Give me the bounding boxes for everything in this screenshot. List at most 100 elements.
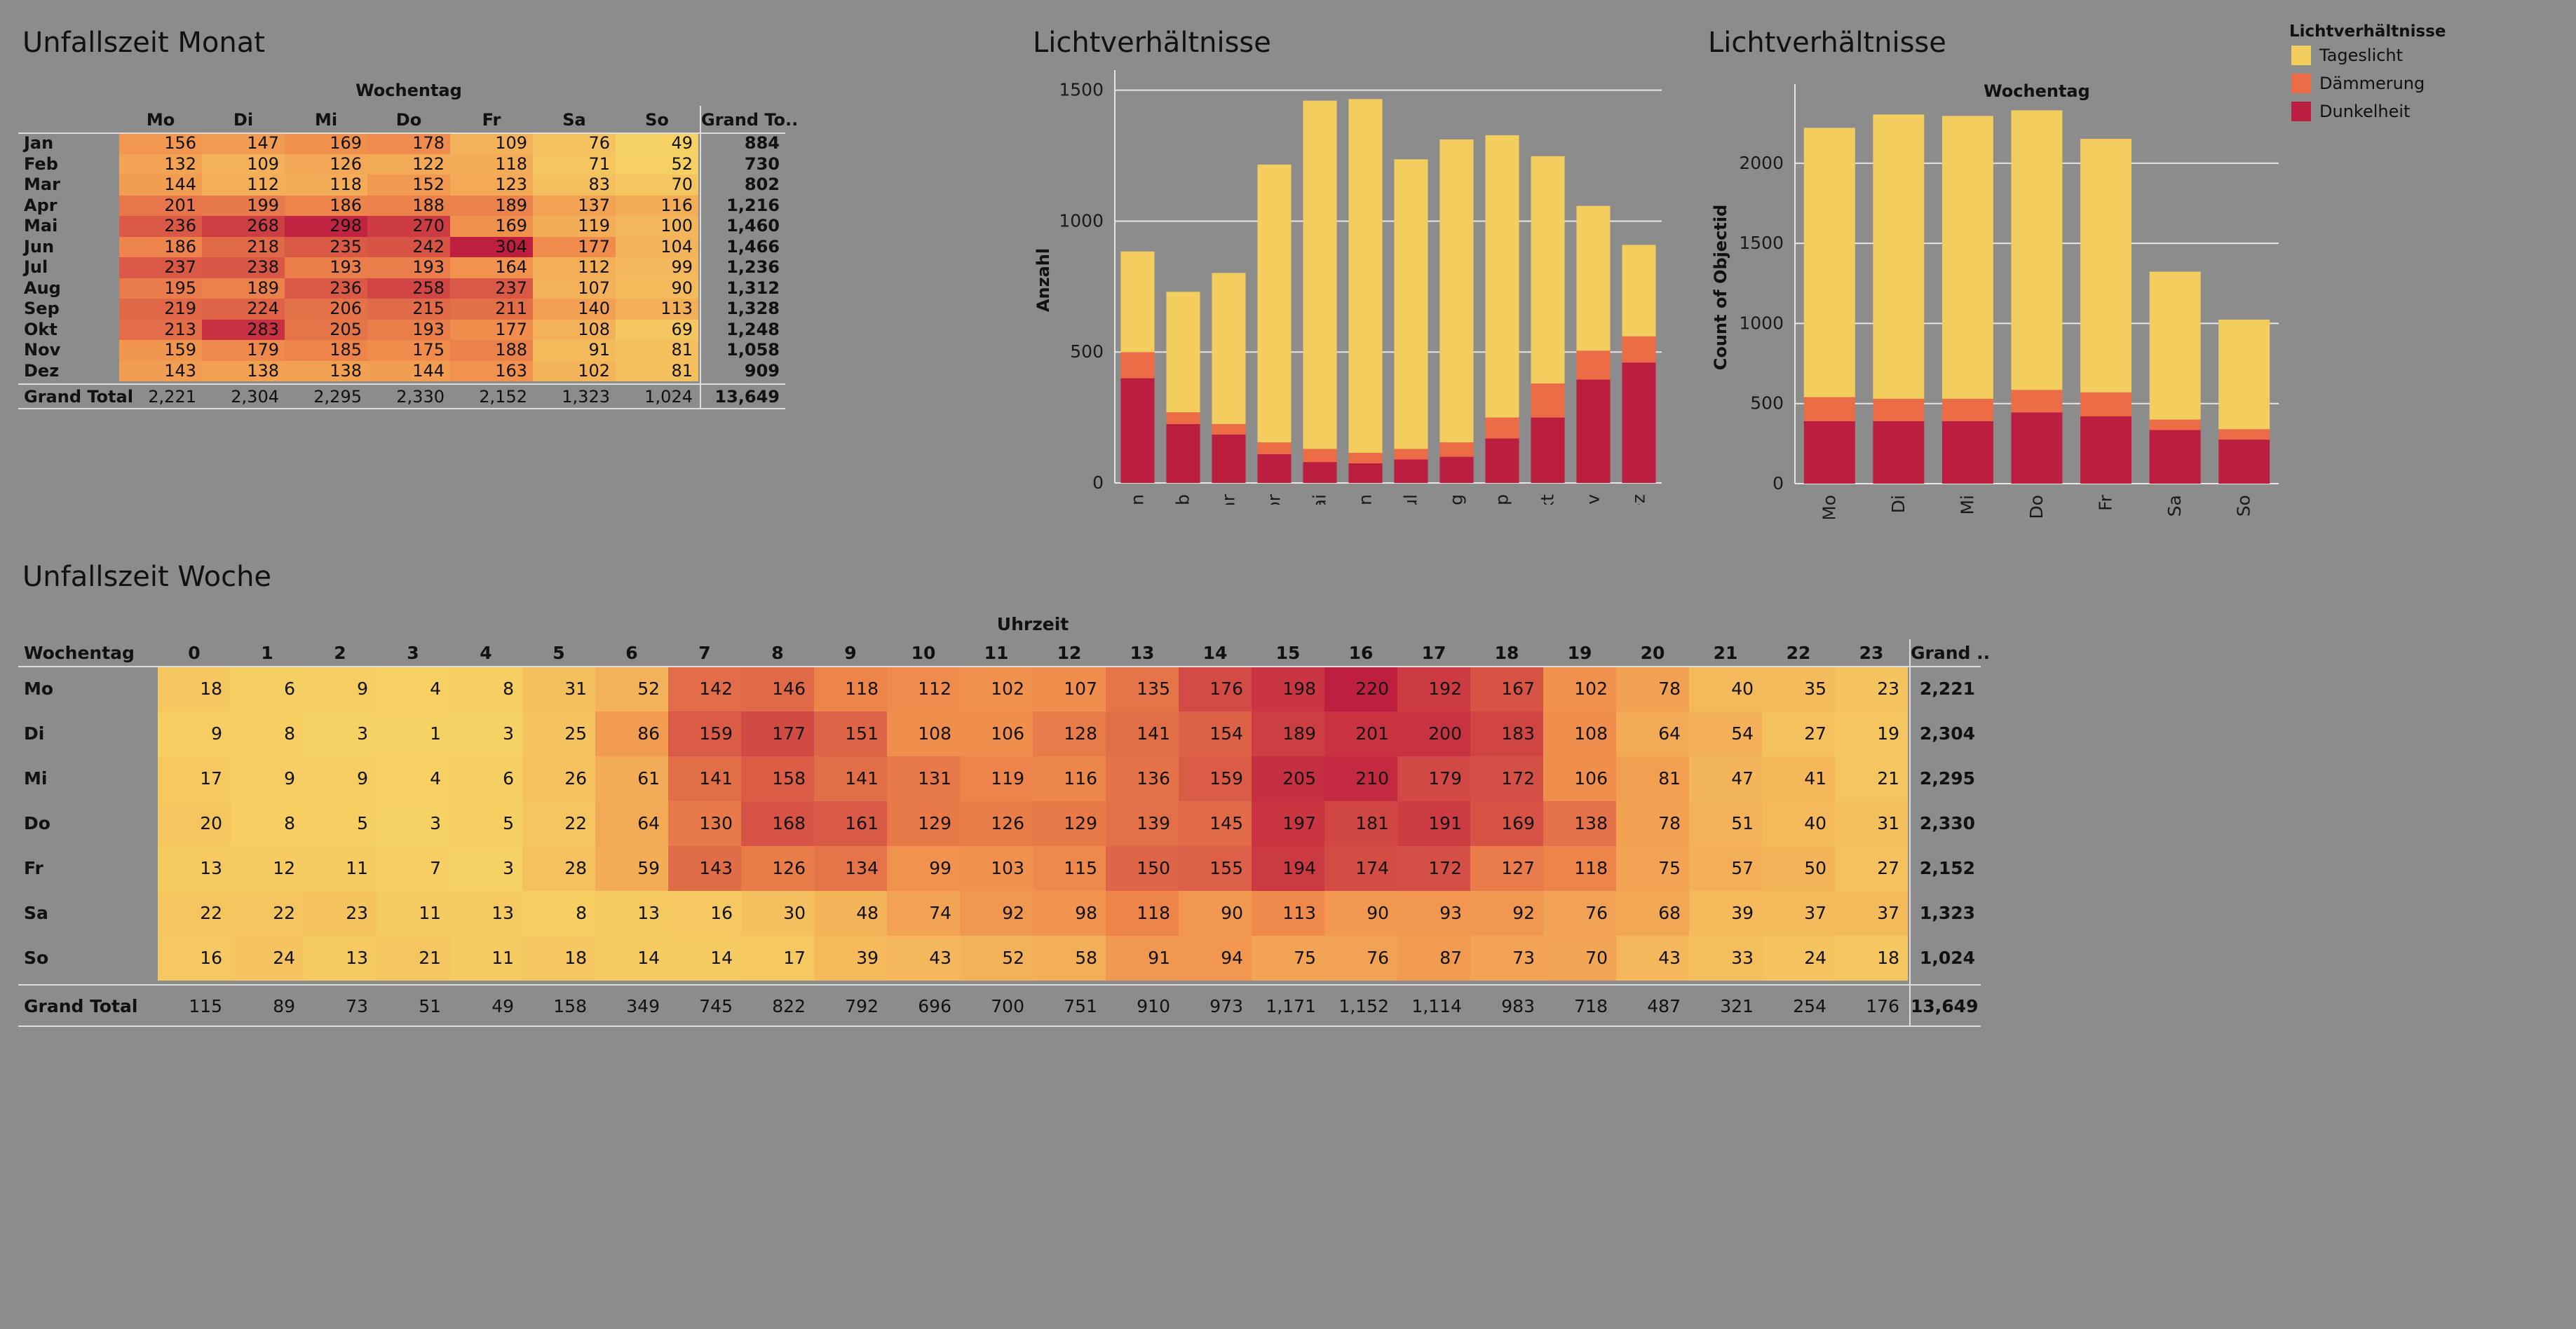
heatmap-cell: 200	[1397, 711, 1470, 756]
heatmap-cell: 4	[377, 667, 449, 711]
column-header-title: Wochentag	[355, 81, 462, 100]
heatmap-cell: 94	[1179, 936, 1252, 981]
x-tick-label: Jun	[1355, 494, 1376, 505]
y-tick-label: 1000	[1739, 313, 1784, 333]
heatmap-cell: 30	[741, 891, 814, 936]
bar-segment-dunkelheit	[1348, 463, 1383, 483]
bar-segment-dunkelheit	[1394, 459, 1428, 483]
heatmap-cell: 17	[741, 936, 814, 981]
heatmap-cell: 27	[1835, 846, 1908, 891]
heatmap-cell: 118	[814, 667, 887, 711]
bar-segment-dunkelheit	[1531, 417, 1565, 483]
heatmap-cell: 169	[450, 216, 533, 237]
column-header: 13	[1130, 643, 1155, 663]
heatmap-cell: 144	[367, 360, 450, 381]
heatmap-cell: 76	[1324, 936, 1397, 981]
heatmap-cell: 141	[1106, 711, 1179, 756]
heatmap-cell: 116	[616, 195, 698, 216]
y-tick-label: 1000	[1059, 210, 1104, 231]
y-tick-label: 0	[1092, 472, 1104, 493]
column-total: 2,330	[396, 387, 445, 407]
heatmap-cell: 215	[367, 299, 450, 320]
bar-segment-dämmerung	[1622, 336, 1656, 363]
y-tick-label: 500	[1070, 341, 1104, 362]
heatmap-cell: 52	[616, 154, 698, 175]
heatmap-cell: 14	[668, 936, 741, 981]
x-tick-label: Mo	[1819, 495, 1839, 519]
heatmap-cell: 24	[231, 936, 304, 981]
heatmap-cell: 47	[1689, 756, 1762, 801]
bar-segment-dämmerung	[1257, 442, 1292, 454]
heatmap-cell: 150	[1106, 846, 1179, 891]
heatmap-cell: 127	[1470, 846, 1543, 891]
heatmap-cell: 21	[1835, 756, 1908, 801]
x-tick-label: Sa	[2164, 495, 2185, 517]
heatmap-cell: 145	[1179, 801, 1252, 846]
x-tick-label: Okt	[1538, 494, 1558, 505]
heatmap-cell: 118	[1543, 846, 1616, 891]
licht-weekday-title: Lichtverhältnisse	[1708, 27, 1946, 59]
row-label: So	[24, 948, 49, 968]
heatmap-cell: 52	[960, 936, 1033, 981]
heatmap-cell: 13	[304, 936, 377, 981]
heatmap-cell: 52	[595, 667, 668, 711]
y-tick-label: 1500	[1059, 80, 1104, 100]
heatmap-cell: 57	[1689, 846, 1762, 891]
column-header-title: Uhrzeit	[996, 614, 1069, 634]
bar-segment-tageslicht	[2218, 319, 2270, 430]
heatmap-cell: 91	[1106, 936, 1179, 981]
heatmap-cell: 115	[1033, 846, 1106, 891]
heatmap-cell: 100	[616, 216, 698, 237]
heatmap-cell: 22	[231, 891, 304, 936]
heatmap-cell: 181	[1324, 801, 1397, 846]
x-tick-label: Mi	[1957, 495, 1977, 515]
heatmap-cell: 64	[595, 801, 668, 846]
legend-item-daemmerung[interactable]: Dämmerung	[2291, 71, 2425, 95]
y-tick-label: 1500	[1739, 233, 1784, 253]
heatmap-cell: 178	[367, 133, 450, 154]
heatmap-cell: 142	[668, 667, 741, 711]
heatmap-cell: 69	[616, 319, 698, 340]
heatmap-cell: 205	[1252, 756, 1324, 801]
heatmap-cell: 6	[449, 756, 522, 801]
bar-segment-tageslicht	[1303, 100, 1337, 449]
heatmap-cell: 193	[285, 257, 367, 278]
heatmap-cell: 102	[533, 360, 616, 381]
column-total: 89	[273, 996, 295, 1016]
heatmap-cell: 126	[741, 846, 814, 891]
heatmap-cell: 163	[450, 360, 533, 381]
heatmap-cell: 175	[367, 340, 450, 361]
heatmap-cell: 146	[741, 667, 814, 711]
bar-segment-tageslicht	[1531, 156, 1565, 384]
y-tick-label: 2000	[1739, 153, 1784, 173]
bar-segment-dunkelheit	[1576, 379, 1611, 483]
column-header: 7	[698, 643, 711, 663]
legend-item-dunkelheit[interactable]: Dunkelheit	[2291, 100, 2410, 123]
heatmap-cell: 11	[304, 846, 377, 891]
heatmap-cell: 51	[1689, 801, 1762, 846]
legend-swatch-dunkelheit	[2291, 102, 2311, 121]
column-total: 1,024	[644, 387, 693, 407]
heatmap-cell: 108	[887, 711, 960, 756]
heatmap-cell: 152	[367, 175, 450, 196]
legend-item-tageslicht[interactable]: Tageslicht	[2291, 43, 2403, 67]
column-total: 1,171	[1266, 996, 1316, 1016]
row-total: 1,328	[726, 299, 780, 318]
column-header: Sa	[562, 110, 586, 130]
x-tick-label: So	[2234, 495, 2254, 517]
heatmap-cell: 26	[522, 756, 595, 801]
heatmap-cell: 112	[202, 175, 285, 196]
bar-segment-dämmerung	[1120, 352, 1155, 379]
column-header: 9	[844, 643, 857, 663]
bottom-divider	[18, 408, 785, 409]
heatmap-cell: 119	[960, 756, 1033, 801]
bar-segment-tageslicht	[1212, 273, 1246, 424]
x-tick-label: Aug	[1446, 494, 1467, 505]
legend-title: Lichtverhältnisse	[2289, 22, 2446, 41]
heatmap-cell: 102	[960, 667, 1033, 711]
heatmap-cell: 8	[231, 801, 304, 846]
row-label: Sep	[24, 299, 60, 318]
heatmap-cell: 91	[533, 340, 616, 361]
heatmap-cell: 31	[522, 667, 595, 711]
heatmap-cell: 22	[158, 891, 231, 936]
